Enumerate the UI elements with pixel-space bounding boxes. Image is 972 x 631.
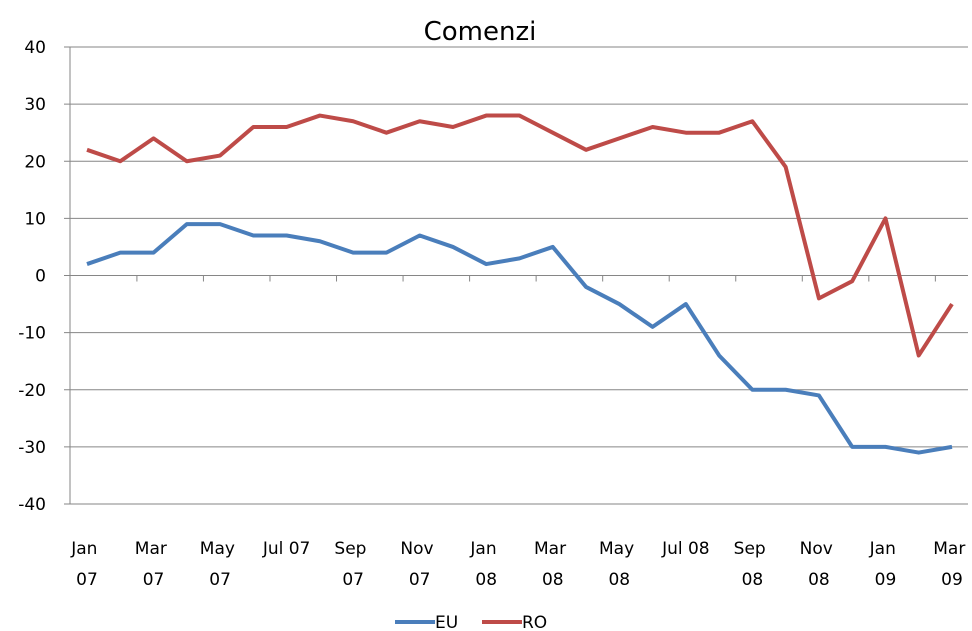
series-line [86,113,954,358]
legend-label: EU [435,613,458,631]
x-tick-label: Jan 07 [70,539,103,590]
x-tick-label: Jan 09 [869,539,902,590]
y-tick-label: -10 [18,324,46,344]
x-tick-label: May 08 [599,539,640,590]
legend-label: RO [522,613,547,631]
x-tick-label: Jul 08 [661,539,710,559]
y-tick-label: 20 [24,152,46,172]
series-line [86,222,953,455]
y-tick-label: 10 [24,209,46,229]
chart-title: Comenzi [424,17,537,47]
y-tick-label: -30 [18,438,46,458]
x-tick-label: Mar 07 [135,539,172,590]
y-tick-label: -20 [18,381,46,401]
x-tick-label: Mar 08 [534,539,571,590]
x-tick-label: Sep 08 [734,539,771,590]
x-tick-label: Nov 08 [800,539,839,590]
y-tick-label: 40 [24,38,46,58]
x-tick-label: Jul 07 [262,539,311,559]
x-tick-label: Jan 08 [469,539,502,590]
x-tick-label: May 07 [200,539,241,590]
x-tick-label: Nov 07 [400,539,439,590]
x-tick-label: Mar 09 [933,539,970,590]
y-tick-label: 0 [35,267,46,287]
x-tick-label: Sep 07 [334,539,371,590]
y-tick-label: -40 [18,495,46,515]
y-tick-label: 30 [24,95,46,115]
